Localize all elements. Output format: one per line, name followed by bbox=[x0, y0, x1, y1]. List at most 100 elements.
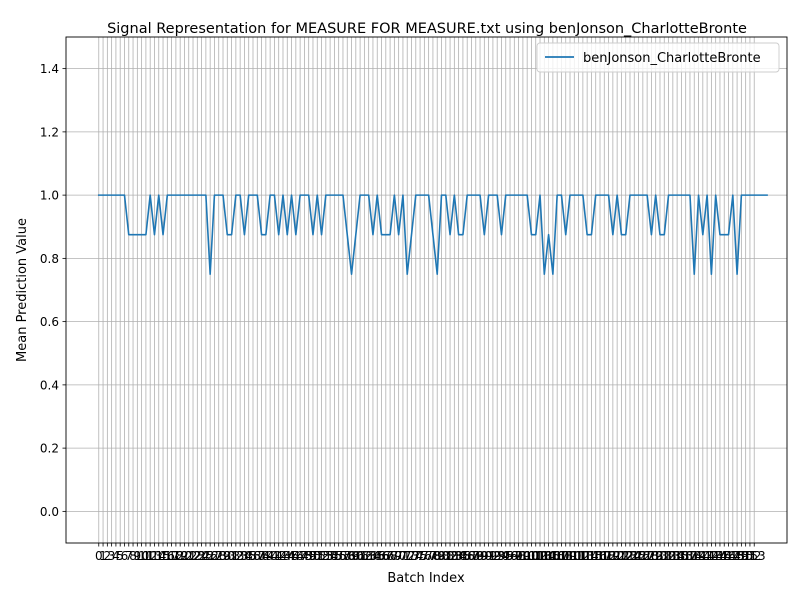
x-tick-label: 19 bbox=[173, 549, 188, 563]
x-tick-label: 55 bbox=[327, 549, 342, 563]
x-tick-label: 66 bbox=[374, 549, 389, 563]
x-tick-label: 91 bbox=[481, 549, 496, 563]
x-tick-label: 109 bbox=[554, 549, 577, 563]
x-tick-label: 48 bbox=[297, 549, 312, 563]
x-tick-label: 135 bbox=[666, 549, 689, 563]
x-tick-label: 29 bbox=[215, 549, 230, 563]
x-tick-label: 93 bbox=[490, 549, 505, 563]
x-tick-label: 98 bbox=[511, 549, 526, 563]
x-tick-label: 47 bbox=[292, 549, 307, 563]
x-tick-label: 147 bbox=[717, 549, 740, 563]
x-tick-label: 40 bbox=[262, 549, 277, 563]
x-tick-label: 124 bbox=[619, 549, 642, 563]
x-tick-label: 30 bbox=[220, 549, 235, 563]
x-tick-label: 90 bbox=[477, 549, 492, 563]
x-tick-label: 144 bbox=[704, 549, 727, 563]
x-tick-label: 138 bbox=[679, 549, 702, 563]
x-tick-label: 103 bbox=[529, 549, 552, 563]
x-tick-label: 128 bbox=[636, 549, 659, 563]
x-tick-label: 52 bbox=[314, 549, 329, 563]
x-tick-label: 53 bbox=[318, 549, 333, 563]
x-tick-label: 97 bbox=[507, 549, 522, 563]
x-tick-label: 152 bbox=[738, 549, 761, 563]
x-tick-label: 107 bbox=[546, 549, 569, 563]
x-tick-label: 50 bbox=[305, 549, 320, 563]
x-axis-label: Batch Index bbox=[387, 571, 465, 586]
x-tick-label: 64 bbox=[365, 549, 380, 563]
x-tick-label: 133 bbox=[657, 549, 680, 563]
x-tick-label: 104 bbox=[533, 549, 556, 563]
x-tick-label: 89 bbox=[472, 549, 487, 563]
x-tick-label: 96 bbox=[502, 549, 517, 563]
x-tick-label: 32 bbox=[228, 549, 243, 563]
y-tick-label: 0.6 bbox=[40, 315, 59, 329]
x-tick-label: 16 bbox=[160, 549, 175, 563]
y-tick-label: 1.2 bbox=[40, 125, 59, 139]
x-tick-label: 141 bbox=[691, 549, 714, 563]
x-tick-label: 115 bbox=[580, 549, 603, 563]
x-tick-label: 62 bbox=[357, 549, 372, 563]
x-tick-label: 95 bbox=[498, 549, 513, 563]
x-tick-label: 45 bbox=[284, 549, 299, 563]
x-tick-label: 46 bbox=[288, 549, 303, 563]
x-tick-label: 87 bbox=[464, 549, 479, 563]
x-tick-label: 22 bbox=[185, 549, 200, 563]
x-tick-label: 72 bbox=[400, 549, 415, 563]
x-tick-label: 5 bbox=[116, 549, 124, 563]
x-tick-label: 110 bbox=[559, 549, 582, 563]
x-tick-label: 57 bbox=[335, 549, 350, 563]
x-tick-label: 140 bbox=[687, 549, 710, 563]
x-tick-label: 139 bbox=[683, 549, 706, 563]
x-tick-label: 36 bbox=[245, 549, 260, 563]
x-tick-label: 146 bbox=[713, 549, 736, 563]
x-tick-label: 101 bbox=[520, 549, 543, 563]
legend-entry-label: benJonson_CharlotteBronte bbox=[583, 51, 761, 66]
x-tick-label: 126 bbox=[627, 549, 650, 563]
x-tick-label: 150 bbox=[730, 549, 753, 563]
x-tick-label: 56 bbox=[331, 549, 346, 563]
x-tick-label: 18 bbox=[168, 549, 183, 563]
x-tick-label: 102 bbox=[524, 549, 547, 563]
x-tick-label: 80 bbox=[434, 549, 449, 563]
x-tick-label: 100 bbox=[516, 549, 539, 563]
x-tick-label: 75 bbox=[412, 549, 427, 563]
x-tick-label: 21 bbox=[181, 549, 196, 563]
x-tick-label: 151 bbox=[734, 549, 757, 563]
legend: benJonson_CharlotteBronte bbox=[536, 42, 780, 73]
y-tick-label: 0.0 bbox=[40, 505, 59, 519]
x-tick-label: 120 bbox=[601, 549, 624, 563]
y-axis: 0.0 0.2 0.4 0.6 0.8 1.0 1.2 1.4 bbox=[40, 62, 66, 519]
x-tick-label: 14 bbox=[151, 549, 166, 563]
axes-frame bbox=[65, 36, 788, 544]
x-tick-label: 39 bbox=[258, 549, 273, 563]
x-tick-label: 38 bbox=[254, 549, 269, 563]
y-tick-label: 1.4 bbox=[40, 62, 59, 76]
x-tick-label: 85 bbox=[455, 549, 470, 563]
series-layer bbox=[97, 194, 768, 275]
x-tick-label: 20 bbox=[177, 549, 192, 563]
x-tick-label: 35 bbox=[241, 549, 256, 563]
y-tick-label: 1.0 bbox=[40, 189, 59, 203]
x-tick-label: 7 bbox=[125, 549, 133, 563]
x-tick-label: 61 bbox=[352, 549, 367, 563]
x-tick-label: 118 bbox=[593, 549, 616, 563]
x-tick-label: 63 bbox=[361, 549, 376, 563]
x-tick-label: 134 bbox=[661, 549, 684, 563]
x-tick-label: 86 bbox=[460, 549, 475, 563]
x-tick-label: 41 bbox=[267, 549, 282, 563]
x-tick-label: 4 bbox=[112, 549, 120, 563]
x-tick-label: 121 bbox=[606, 549, 629, 563]
chart-title: Signal Representation for MEASURE FOR ME… bbox=[107, 21, 747, 37]
x-tick-label: 12 bbox=[143, 549, 158, 563]
x-tick-label: 84 bbox=[451, 549, 466, 563]
x-tick-label: 74 bbox=[408, 549, 423, 563]
x-tick-label: 142 bbox=[696, 549, 719, 563]
x-tick-label: 106 bbox=[541, 549, 564, 563]
x-tick-label: 42 bbox=[271, 549, 286, 563]
x-tick-label: 116 bbox=[584, 549, 607, 563]
x-tick-label: 10 bbox=[134, 549, 149, 563]
x-tick-label: 13 bbox=[147, 549, 162, 563]
x-tick-label: 92 bbox=[485, 549, 500, 563]
